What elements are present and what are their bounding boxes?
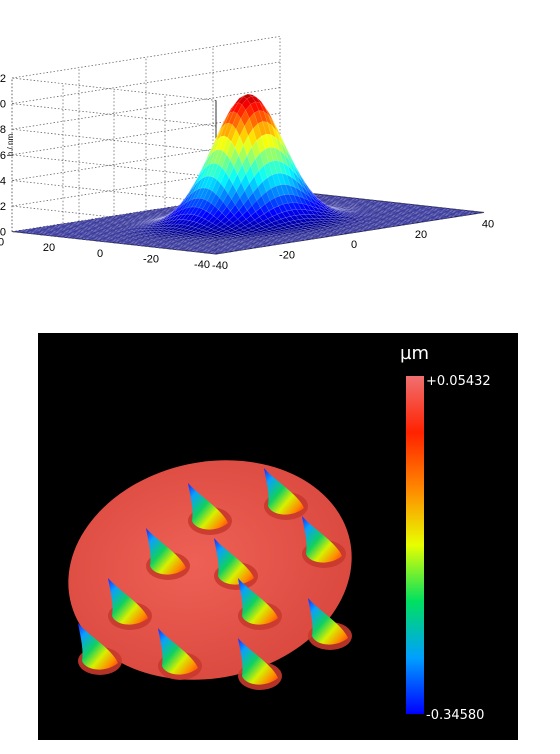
cone — [158, 628, 202, 680]
x-tick-label: -20 — [279, 250, 295, 262]
axis-ticks: 0 2 4 6 8 10 12 -40 -20 0 20 40 40 20 0 -20 -40 — [0, 73, 494, 272]
surface-patch — [388, 202, 397, 204]
cone — [238, 638, 282, 690]
surface-patch — [450, 209, 459, 211]
colorbar-max-label: +0.05432 — [426, 374, 491, 389]
y-tick-label: -40 — [194, 259, 210, 271]
surface-patch — [373, 200, 383, 203]
surface-patch — [417, 205, 426, 207]
axis-line — [11, 231, 217, 255]
z-tick-label: 12 — [0, 73, 6, 85]
z-tick-label: 10 — [0, 99, 6, 111]
cone — [214, 538, 258, 590]
surface-patch — [475, 211, 485, 214]
grid-line — [11, 180, 217, 204]
grid-line — [11, 154, 217, 178]
surface-patch — [348, 197, 357, 200]
cone — [238, 578, 282, 630]
y-tick-label: 40 — [0, 237, 4, 249]
cone — [264, 468, 308, 520]
surface-patch — [329, 195, 339, 198]
y-tick-label: 20 — [43, 242, 55, 254]
cone — [308, 598, 352, 650]
colorbar-unit: µm — [400, 343, 429, 364]
surface-patch — [435, 207, 444, 209]
surface-patch — [399, 203, 408, 205]
surface-patch — [453, 209, 463, 211]
x-tick-label: -40 — [212, 260, 228, 272]
surface-patch — [395, 203, 404, 205]
z-tick-label: 0 — [0, 227, 6, 239]
surface-patch — [402, 203, 412, 206]
surface-plot: 0 2 4 6 8 10 12 -40 -20 0 20 40 40 20 0 -20 -40 h / nm — [0, 36, 494, 272]
z-tick-label: 8 — [0, 124, 6, 136]
colorbar-min-label: -0.34580 — [426, 708, 484, 723]
surface-patch — [326, 195, 335, 197]
z-tick-label: 2 — [0, 201, 6, 213]
x-tick-label: 0 — [351, 239, 357, 251]
surface-patch — [355, 198, 364, 201]
grid-line — [11, 36, 281, 79]
z-tick-label: 4 — [0, 175, 6, 187]
grid-line — [11, 77, 217, 101]
surface-patch — [460, 210, 470, 212]
surface-patch — [322, 195, 332, 197]
x-tick-label: 40 — [482, 218, 494, 230]
cone — [108, 578, 152, 630]
gaussian-surface — [11, 93, 485, 255]
cone — [188, 483, 232, 535]
y-tick-label: -20 — [143, 253, 159, 265]
surface-patch — [420, 205, 430, 208]
surface-patch — [439, 207, 448, 210]
surface-patch — [384, 201, 393, 204]
surface-patch — [358, 199, 368, 201]
z-axis-label: h / nm — [6, 134, 15, 157]
z-tick-label: 6 — [0, 150, 6, 162]
cone — [78, 623, 122, 675]
y-tick-label: 0 — [97, 248, 103, 260]
x-tick-label: 20 — [415, 229, 427, 241]
surface-patch — [351, 198, 361, 200]
cone — [302, 516, 346, 568]
grid-line — [11, 103, 217, 127]
topography-map: µm +0.05432 -0.34580 — [38, 333, 518, 740]
axis-line — [215, 211, 485, 255]
surface-patch — [471, 211, 481, 213]
surface-patch — [457, 209, 466, 212]
cone — [146, 528, 190, 580]
cone-array — [78, 468, 352, 690]
colorbar — [406, 376, 424, 714]
surface-patch — [344, 197, 353, 199]
